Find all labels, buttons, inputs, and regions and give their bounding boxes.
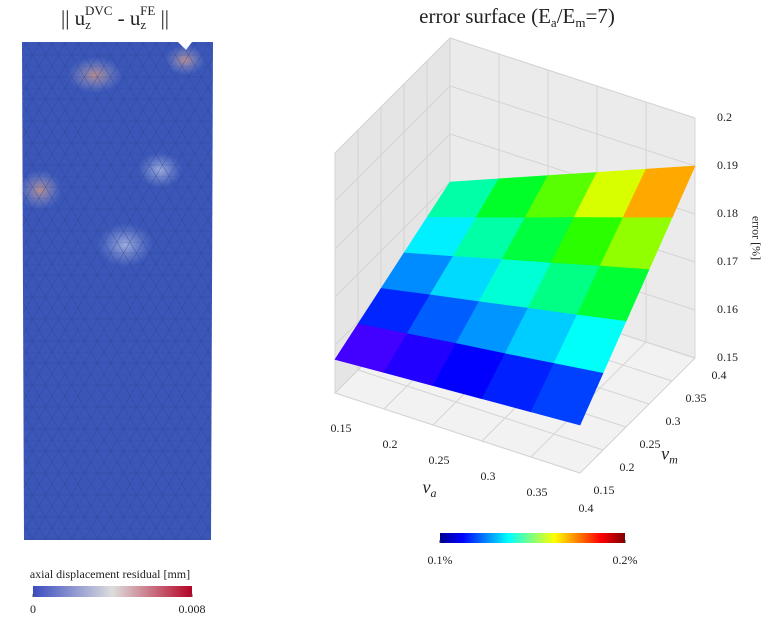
grid-line	[334, 133, 451, 250]
x-tick-label: 0.4	[579, 501, 594, 515]
z-tick-label: 0.16	[717, 302, 738, 316]
colorbar-tick-label: 0.2%	[613, 553, 638, 567]
y-axis-label: νm	[661, 444, 678, 467]
z-tick-label: 0.15	[717, 350, 738, 364]
colorbar-tick-label: 0.008	[179, 602, 206, 616]
left-title: || uzDVC - uzFE ||	[61, 3, 169, 32]
grid-line	[579, 357, 696, 474]
colorbar-label: axial displacement residual [mm]	[30, 567, 190, 581]
y-tick-label: 0.3	[666, 414, 681, 428]
z-tick-label: 0.17	[717, 254, 738, 268]
colorbar	[33, 586, 192, 597]
x-tick-label: 0.15	[331, 421, 352, 435]
y-tick-label: 0.35	[686, 391, 707, 405]
x-tick-label: 0.25	[429, 453, 450, 467]
colorbar-tick-label: 0	[30, 602, 36, 616]
grid-line	[334, 392, 581, 474]
x-axis-label: νa	[423, 477, 437, 500]
mesh-image	[18, 42, 213, 540]
colorbar-tick-label: 0.1%	[428, 553, 453, 567]
grid-line	[334, 85, 451, 202]
z-tick-label: 0.19	[717, 158, 738, 172]
surface	[334, 165, 696, 426]
y-tick-label: 0.4	[712, 368, 727, 382]
z-tick-label: 0.18	[717, 206, 738, 220]
z-tick-label: 0.2	[717, 110, 732, 124]
x-tick-label: 0.2	[383, 437, 398, 451]
grid-line	[449, 85, 696, 167]
x-tick-label: 0.3	[481, 469, 496, 483]
y-tick-label: 0.15	[594, 483, 615, 497]
colorbar	[440, 533, 625, 543]
y-tick-label: 0.25	[640, 437, 661, 451]
grid-line	[334, 37, 451, 154]
z-axis-label: error [%]	[749, 216, 763, 260]
grid-line	[449, 37, 696, 119]
x-tick-label: 0.35	[527, 485, 548, 499]
grid-line	[334, 181, 451, 298]
surface-face	[530, 363, 604, 426]
right-title: error surface (Ea/Em=7)	[419, 4, 615, 30]
grid-line	[357, 369, 604, 451]
y-tick-label: 0.2	[620, 460, 635, 474]
